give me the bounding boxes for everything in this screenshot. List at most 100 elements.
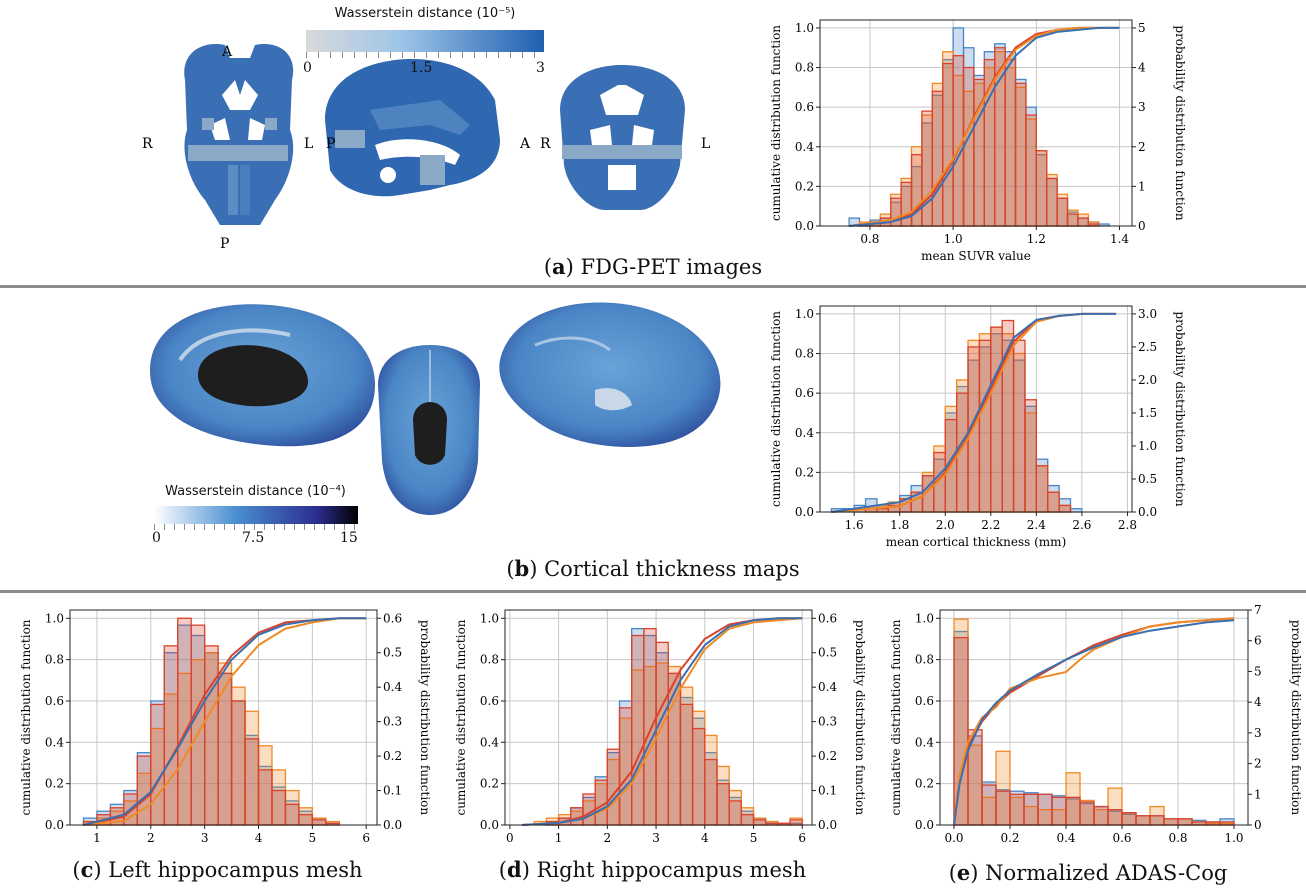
chart-d-frame (504, 609, 813, 826)
y-left-tick-label: 0.8 (915, 653, 934, 667)
pet-colorbar-tick-2: 3 (536, 60, 545, 76)
y-right-tick-label: 7 (1254, 603, 1262, 617)
x-tick-label: 0.6 (1112, 831, 1131, 845)
y-left-tick-label: 0.0 (795, 505, 814, 519)
hist-bar (752, 819, 767, 826)
orient-p-axial: P (220, 236, 229, 252)
x-tick-label: 0 (506, 831, 514, 845)
y-right-tick-label: 0 (1254, 818, 1262, 832)
x-tick-label: 5 (309, 831, 317, 845)
y-right-tick-label: 0.2 (383, 749, 402, 763)
y-right-tick-label: 0.0 (1138, 505, 1157, 519)
chart-a-ylabel-left: cumulative distribution function (769, 25, 783, 221)
chart-b-frame (819, 305, 1133, 513)
x-tick-label: 2.6 (1072, 518, 1091, 532)
hist-bar (942, 62, 954, 227)
chart-b-hist-series-2 (864, 319, 1072, 513)
y-left-tick-label: 0.2 (795, 465, 814, 479)
x-tick-label: 0.8 (860, 232, 879, 246)
y-right-tick-label: 0.4 (818, 680, 837, 694)
chart-c-frame (69, 609, 378, 826)
x-tick-label: 4 (701, 831, 709, 845)
hist-bar (1025, 114, 1037, 227)
y-right-tick-label: 0.5 (383, 646, 402, 660)
hist-bar (679, 703, 694, 826)
chart-a-hist-series-2 (858, 47, 1100, 227)
chart-c-ylabel-left: cumulative distribution function (19, 619, 33, 815)
hist-bar (1077, 217, 1089, 227)
x-tick-label: 1.8 (890, 518, 909, 532)
hist-bar (990, 326, 1003, 513)
cdf-line-2 (849, 26, 1120, 227)
hist-bar (1079, 801, 1095, 826)
ct-colorbar: Wasserstein distance (10⁻⁴) 0 7.5 15 (148, 484, 363, 554)
x-tick-label: 5 (750, 831, 758, 845)
y-right-tick-label: 0.3 (818, 715, 837, 729)
x-tick-label: 0.4 (1056, 831, 1075, 845)
y-right-tick-label: 0.0 (818, 818, 837, 832)
y-left-tick-label: 0.4 (795, 426, 814, 440)
chart-d: 0 1 2 3 4 5 6 0.0 0.2 0.4 0.6 0.8 1.0 0.0 0.1 0.2 0.3 0.4… (435, 596, 870, 851)
y-right-tick-label: 1 (1138, 179, 1146, 193)
chart-a-frame (819, 19, 1133, 227)
hist-bar (1051, 796, 1067, 826)
hist-bar (995, 790, 1011, 826)
hist-bar (1012, 339, 1026, 513)
hist-bar (691, 727, 706, 826)
orient-l-coronal: L (701, 136, 710, 152)
cdf-line-1 (953, 617, 1235, 826)
caption-e: (e) Normalized ADAS-Cog (948, 860, 1228, 885)
y-right-tick-label: 0 (1138, 219, 1146, 233)
hist-bar (1035, 465, 1049, 513)
y-left-tick-label: 0.6 (795, 386, 814, 400)
y-right-tick-label: 6 (1254, 634, 1262, 648)
y-right-tick-label: 2.5 (1138, 340, 1157, 354)
hist-bar (1014, 82, 1027, 227)
y-left-tick-label: 0.6 (480, 694, 499, 708)
y-left-tick-label: 0.6 (795, 100, 814, 114)
x-tick-label: 6 (798, 831, 806, 845)
y-right-tick-label: 1 (1254, 787, 1262, 801)
x-tick-label: 1.0 (944, 232, 963, 246)
hist-bar (1066, 213, 1079, 227)
y-left-tick-label: 0.0 (45, 818, 64, 832)
y-left-tick-label: 0.0 (480, 818, 499, 832)
hist-bar (244, 738, 260, 826)
separator-2 (0, 590, 1306, 593)
hist-bar (921, 110, 933, 227)
hist-bar (716, 783, 730, 826)
cdf-line-2 (83, 617, 367, 826)
chart-c-hist-series-2 (82, 617, 340, 826)
x-tick-label: 1.6 (845, 518, 864, 532)
caption-a: (a) FDG-PET images (543, 254, 763, 279)
pet-colorbar-tick-1: 1.5 (410, 60, 433, 76)
hist-bar (1046, 177, 1058, 227)
y-right-tick-label: 4 (1138, 61, 1146, 75)
chart-b: 1.6 1.8 2.0 2.2 2.4 2.6 2.8 0.0 0.2 0.4 0.6 0.8 1.0 0… (750, 292, 1190, 554)
pet-colorbar: Wasserstein distance (10⁻⁵) 0 1.5 3 (300, 6, 550, 76)
y-right-tick-label: 0.6 (818, 611, 837, 625)
x-tick-label: 3 (652, 831, 660, 845)
chart-c-ylabel-right: probability distribution function (418, 620, 432, 816)
ct-colorbar-title: Wasserstein distance (10⁻⁴) (165, 484, 346, 499)
chart-e-svg: 0.0 0.2 0.4 0.6 0.8 1.0 0.0 0.2 0.4 0.6 0.8 1.0 0 1 2 3… (889, 603, 1303, 845)
hist-bar (1135, 815, 1151, 826)
hist-bar (136, 755, 152, 826)
cdf-line-1 (83, 617, 367, 826)
y-right-tick-label: 1.0 (1138, 439, 1157, 453)
ct-colorbar-ticks (154, 524, 358, 530)
ct-colorbar-tick-0: 0 (152, 530, 161, 546)
orient-a-axial: A (221, 44, 233, 60)
cortex-ventral-view (378, 345, 480, 515)
x-tick-label: 1.0 (1224, 831, 1243, 845)
chart-c-svg: 1 2 3 4 5 6 0.0 0.2 0.4 0.6 0.8 1.0 0.0 0.1 0.2 0.3 0.4 0… (19, 609, 432, 845)
y-right-tick-label: 3.0 (1138, 307, 1157, 321)
x-tick-label: 0.0 (944, 831, 963, 845)
x-tick-label: 2.8 (1118, 518, 1137, 532)
y-right-tick-label: 2.0 (1138, 373, 1157, 387)
hist-bar (1093, 805, 1109, 826)
x-tick-label: 0.8 (1168, 831, 1187, 845)
x-tick-label: 2 (604, 831, 612, 845)
y-left-tick-label: 0.2 (480, 777, 499, 791)
y-right-tick-label: 3 (1138, 100, 1146, 114)
